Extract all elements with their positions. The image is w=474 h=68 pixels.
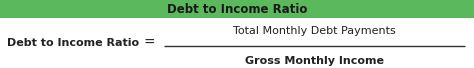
Text: Debt to Income Ratio: Debt to Income Ratio [8, 38, 139, 48]
Bar [0, 0, 474, 18]
Text: Total Monthly Debt Payments: Total Monthly Debt Payments [233, 26, 395, 36]
Text: Debt to Income Ratio: Debt to Income Ratio [167, 3, 307, 16]
Text: =: = [144, 36, 155, 50]
Text: Gross Monthly Income: Gross Monthly Income [245, 56, 383, 66]
